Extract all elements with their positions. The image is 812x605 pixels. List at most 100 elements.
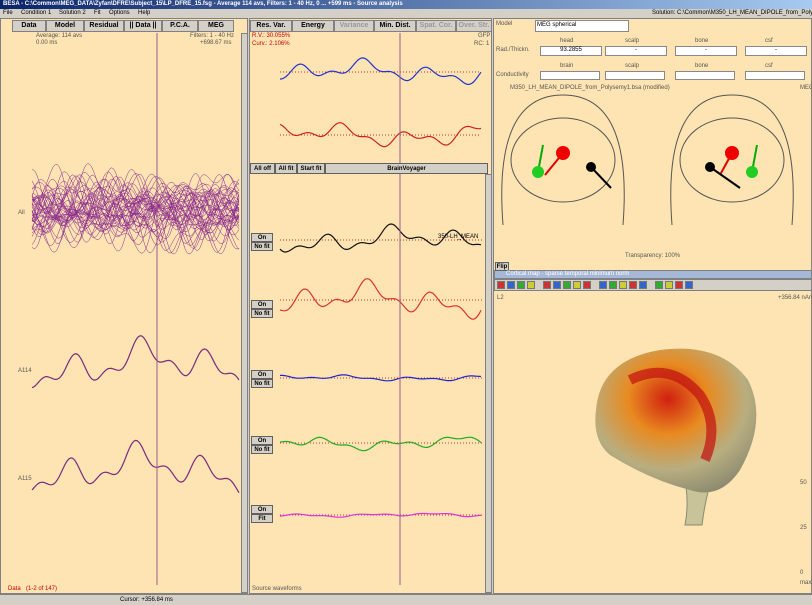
column-header: head [560,38,574,44]
filter-info: Filters: 1 - 40 Hz [190,33,235,39]
toolbar-icon [599,281,607,289]
tab[interactable]: Data [12,20,46,32]
toolbar-button[interactable]: Start fit [297,163,325,174]
thickness-value: - [745,46,807,56]
scrollbar [485,174,492,593]
dipole [725,146,739,160]
model-label: Model [496,21,513,27]
channel-trace [31,169,240,250]
menu-item[interactable]: Fit [94,10,101,16]
channel-trace [31,439,240,494]
column-header: brain [560,63,574,69]
tab[interactable]: Variance [334,20,374,32]
toolbar-icon [675,281,683,289]
map-scale-label: 0 [800,570,804,576]
channel-trace [31,178,240,255]
tab[interactable]: || Data || [124,20,162,32]
transparency: Transparency: 100% [625,253,681,259]
source-fit-button[interactable]: Fit [251,514,273,523]
tab[interactable]: Min. Dist. [374,20,416,32]
gfp-label: GFP [478,33,491,39]
source-on-button[interactable]: On [251,370,273,379]
source-on-button[interactable]: On [251,436,273,445]
tab[interactable]: P.C.A. [162,20,198,32]
channel-trace [31,188,240,238]
toolbar-button[interactable]: BrainVoyager [325,163,488,174]
tab[interactable]: Res. Var. [250,20,292,32]
average-info: Average: 114 avs [36,33,83,39]
dipole [532,166,544,178]
toolbar-button[interactable]: All fit [275,163,297,174]
tab[interactable]: Residual [84,20,124,32]
dipole [556,146,570,160]
channel-trace [31,163,240,251]
brain-outline [510,117,616,203]
gfp-trace [279,57,482,85]
channel-trace [31,183,240,238]
cursor-status: Cursor: +356.84 ms [120,597,173,603]
source-fit-button[interactable]: No fit [251,379,273,388]
menu-item[interactable]: File [3,10,13,16]
flip-button[interactable]: Flip [495,262,509,271]
tab[interactable]: Spat. Cor. [416,20,456,32]
tab[interactable]: MEG [198,20,234,32]
map-scale-label: 50 [800,480,807,486]
channel-label: All [18,210,25,216]
toolbar-button[interactable]: All off [250,163,275,174]
source-label: 350-LH_MEAN [438,234,479,240]
thickness-value: 93.2855 [540,46,602,56]
toolbar-icon [507,281,515,289]
dipole-stem [709,166,741,189]
source-trace [279,512,482,518]
channel-trace [31,182,240,243]
channel-trace [31,185,240,243]
footer-label: Data [8,586,21,592]
column-header: bone [695,38,709,44]
solution-path: Solution: C:\Common\M350_LH_MEAN_DIPOLE_… [652,10,812,16]
source-trace [279,278,482,320]
tab[interactable]: Model [46,20,84,32]
source-on-button[interactable]: On [251,505,273,514]
channel-trace [31,182,240,250]
map-method: L2 [497,295,504,301]
end-time: +698.67 ms [200,40,232,46]
map-scale-label: max. [800,580,812,586]
head-modality: MEG [800,85,812,91]
source-on-button[interactable]: On [251,300,273,309]
window-title: BESA - C:\Common\MEG_DATA\Zyfan\DFRE\Sub… [3,1,403,7]
activation [627,367,717,462]
channel-trace [31,171,240,255]
menu-item[interactable]: Solution 2 [59,10,86,16]
conductivity-field [675,71,735,80]
dipole [586,162,596,172]
menu-item[interactable]: Condition 1 [21,10,52,16]
tab[interactable]: Over. Str. [456,20,492,32]
scrollbar [241,33,248,593]
toolbar-icon [583,281,591,289]
thickness-value: - [675,46,737,56]
toolbar-icon [573,281,581,289]
source-fit-button[interactable]: No fit [251,242,273,251]
brain [595,348,757,493]
source-fit-button[interactable]: No fit [251,445,273,454]
source-footer: Source waveforms [252,586,302,592]
head-outline [501,94,625,226]
toolbar-icon [619,281,627,289]
source-trace [280,374,482,382]
channel-trace [31,335,240,389]
conductivity-field [540,71,600,80]
conductivity-field [605,71,665,80]
menu-item[interactable]: Help [138,10,151,16]
channel-label: A115 [18,476,32,482]
tab[interactable]: Energy [292,20,334,32]
menu-item[interactable]: Options [109,10,130,16]
dipole [705,162,715,172]
source-on-button[interactable]: On [251,233,273,242]
source-fit-button[interactable]: No fit [251,309,273,318]
channel-trace [31,181,240,230]
channel-trace [31,187,240,236]
toolbar-icon [517,281,525,289]
residual-variance: R.V.: 30.055% [252,33,291,39]
